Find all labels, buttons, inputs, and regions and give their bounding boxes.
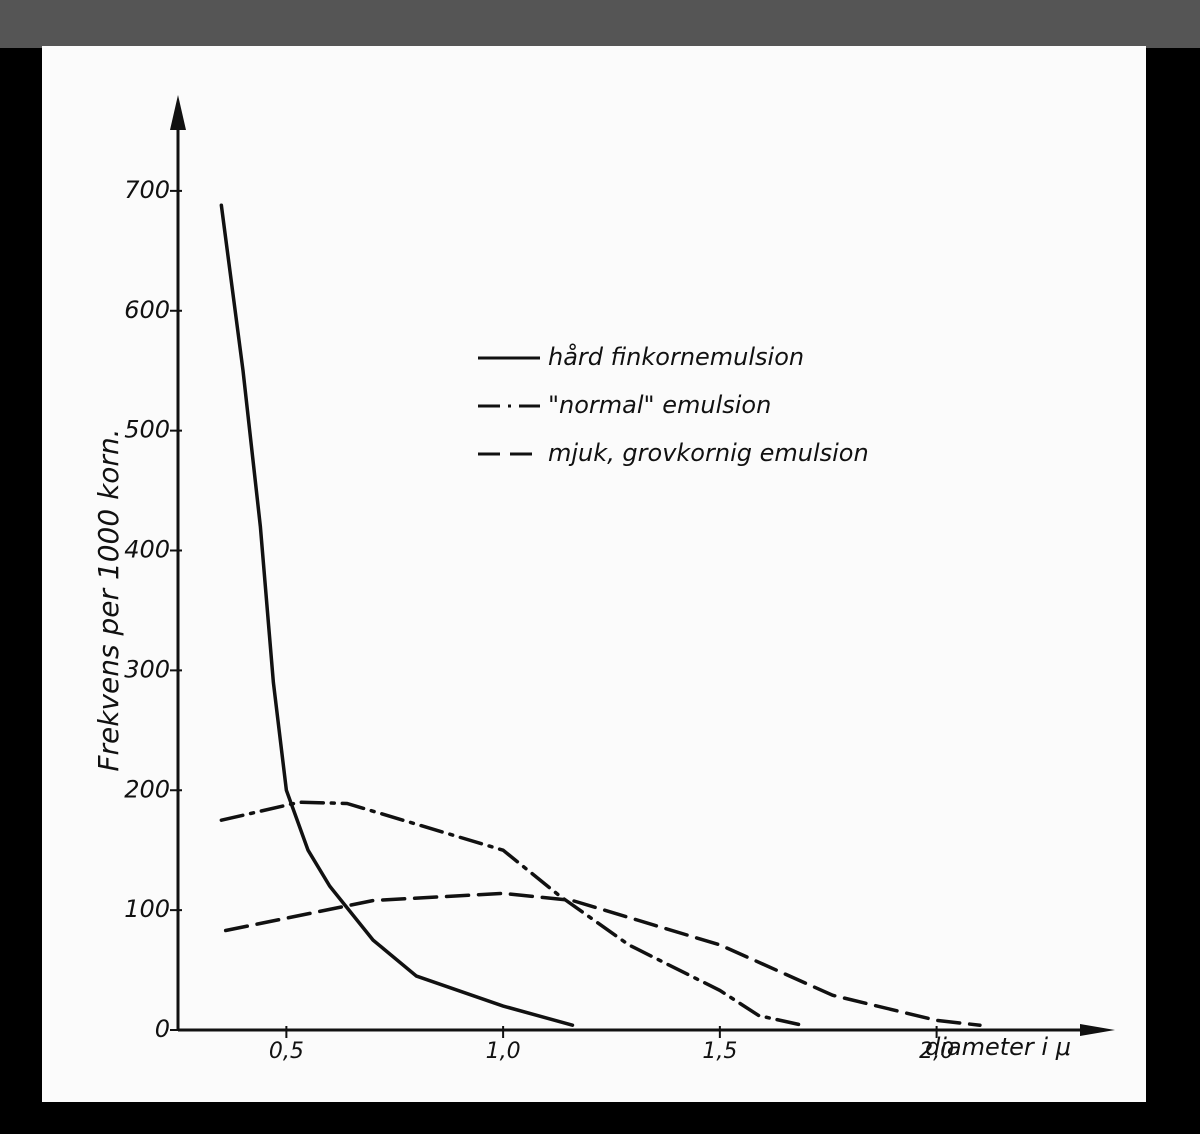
y-tick-label: 300 — [124, 655, 170, 683]
y-axis-arrow — [170, 95, 186, 130]
y-tick-label: 200 — [124, 775, 170, 803]
y-tick-label: 0 — [155, 1015, 170, 1043]
x-axis-arrow — [1080, 1024, 1115, 1036]
legend-label: "normal" emulsion — [548, 391, 771, 419]
x-tick-label: 0,5 — [269, 1039, 304, 1064]
y-tick-label: 600 — [124, 296, 170, 324]
series-line — [223, 891, 982, 1027]
series-line — [219, 800, 804, 1027]
slide — [42, 46, 1146, 1102]
x-axis-label: diameter i μ — [925, 1033, 1071, 1061]
y-axis-label: Frekvens per 1000 korn. — [92, 428, 125, 771]
y-tick-label: 400 — [124, 536, 170, 564]
x-tick-label: 2,0 — [919, 1039, 954, 1064]
legend-label: hård finkornemulsion — [548, 342, 804, 371]
series-line — [219, 203, 575, 1027]
x-tick-label: 1,0 — [486, 1039, 521, 1064]
y-tick-label: 700 — [124, 176, 170, 204]
y-tick-label: 100 — [124, 895, 170, 923]
legend-label: mjuk, grovkornig emulsion — [548, 439, 869, 467]
y-tick-label: 500 — [124, 416, 170, 444]
x-tick-label: 1,5 — [702, 1039, 737, 1064]
top-strip — [0, 0, 1200, 48]
